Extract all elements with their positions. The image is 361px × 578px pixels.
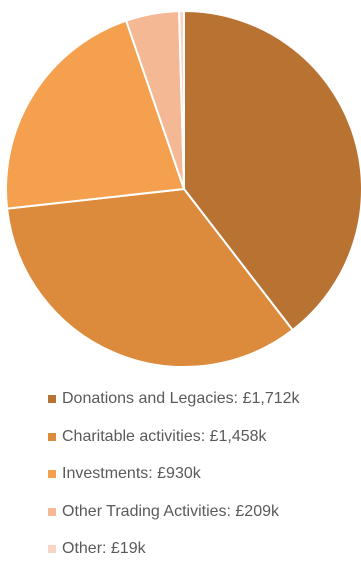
legend-label: Investments: £930k	[62, 465, 201, 482]
slice-donations	[183, 10, 361, 332]
legend-item-donations: Donations and Legacies: £1,712k	[48, 390, 358, 408]
legend: Donations and Legacies: £1,712k Charitab…	[48, 390, 358, 578]
legend-label: Charitable activities: £1,458k	[62, 427, 267, 445]
legend-swatch	[48, 432, 56, 441]
pie-chart	[5, 10, 361, 368]
legend-item-investments: Investments: £930k	[48, 465, 358, 483]
slice-charitable	[6, 188, 294, 368]
legend-swatch	[48, 507, 56, 516]
legend-item-other: Other: £19k	[48, 540, 358, 558]
legend-swatch	[48, 470, 56, 478]
legend-label: Other Trading Activities: £209k	[62, 502, 279, 520]
legend-label: Donations and Legacies: £1,712k	[62, 390, 300, 407]
legend-item-charitable: Charitable activities: £1,458k	[48, 428, 358, 446]
legend-swatch	[48, 545, 56, 553]
slice-investments	[5, 19, 185, 210]
legend-item-trading: Other Trading Activities: £209k	[48, 503, 358, 521]
legend-label: Other: £19k	[62, 540, 146, 557]
legend-swatch	[48, 395, 56, 403]
slice-other	[178, 10, 185, 190]
